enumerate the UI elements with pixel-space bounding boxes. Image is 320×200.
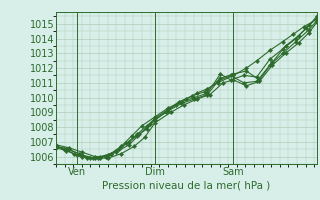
X-axis label: Pression niveau de la mer( hPa ): Pression niveau de la mer( hPa ) <box>102 181 270 191</box>
